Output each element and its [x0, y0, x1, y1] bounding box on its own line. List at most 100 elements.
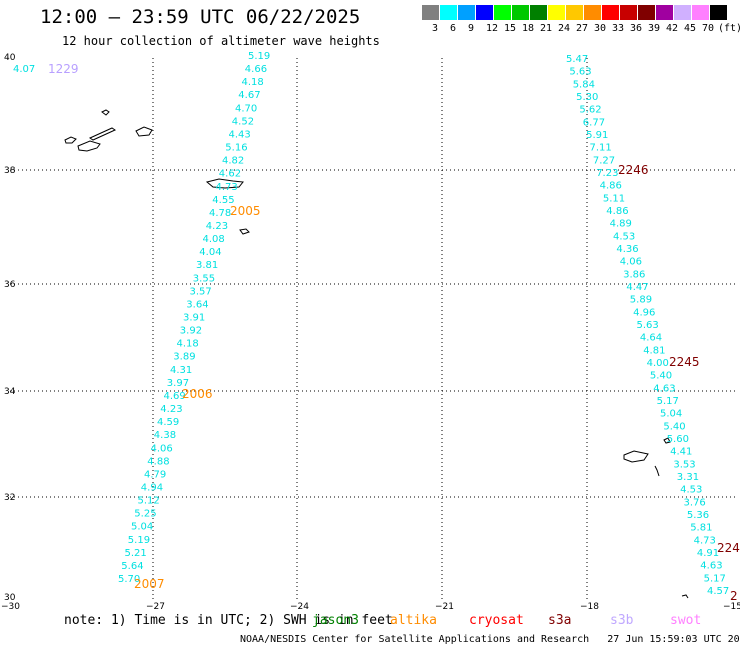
legend-swatch: [512, 5, 529, 20]
wave-height-label: 5.84: [573, 79, 595, 90]
legend-swatch: [692, 5, 709, 20]
legend-swatch: [710, 5, 727, 20]
wave-height-label: 5.89: [630, 295, 652, 306]
wave-height-label: 4.47: [626, 282, 648, 293]
wave-height-label: 5.04: [131, 522, 153, 533]
wave-height-label: 5.91: [586, 130, 608, 141]
lat-label-38: 38: [4, 166, 16, 176]
wave-height-label: 4.69: [164, 391, 186, 402]
wave-height-label: 5.19: [248, 51, 270, 62]
wave-height-label: 4.23: [206, 221, 228, 232]
lon-label-21: −21: [435, 602, 454, 612]
wave-height-label: 4.53: [680, 485, 702, 496]
legend-label: 39: [648, 23, 661, 34]
annotation-time-2: 2: [730, 589, 738, 603]
wave-height-label: 5.40: [650, 371, 672, 382]
legend-swatch: [548, 5, 565, 20]
wave-height-label: 4.36: [616, 244, 638, 255]
legend-swatch: [476, 5, 493, 20]
wave-height-label: 3.97: [167, 378, 189, 389]
island-gran-canaria: [663, 437, 671, 444]
wave-height-label: 4.52: [232, 116, 254, 127]
wave-height-label: 5.36: [687, 510, 709, 521]
lon-label-24: −24: [290, 602, 309, 612]
wave-height-label: 4.66: [245, 64, 267, 75]
page-subtitle: 12 hour collection of altimeter wave hei…: [62, 34, 380, 48]
wave-height-label: 5.25: [134, 509, 156, 520]
wave-height-label: 4.67: [238, 90, 260, 101]
legend-label: 18: [522, 23, 535, 34]
legend-swatch: [422, 5, 439, 20]
wave-height-label: 5.47: [566, 54, 588, 65]
wave-height-label: 4.53: [613, 231, 635, 242]
wave-height-label: 4.88: [147, 456, 169, 467]
wave-height-label: 4.23: [160, 404, 182, 415]
lat-label-32: 32: [4, 493, 15, 503]
wave-height-label: 7.11: [590, 143, 612, 154]
footer-note: note: 1) Time is in UTC; 2) SWH is in fe…: [64, 613, 393, 628]
lat-label-34: 34: [4, 387, 16, 397]
wave-height-label: 3.81: [196, 260, 218, 271]
island-tenerife: [623, 450, 649, 463]
wave-height-label: 4.18: [177, 339, 199, 350]
legend-swatch: [602, 5, 619, 20]
wave-height-label: 5.40: [663, 421, 685, 432]
wave-height-label: 3.64: [186, 299, 208, 310]
wave-height-label: 4.63: [700, 561, 722, 572]
wave-height-label: 5.21: [125, 548, 147, 559]
legend-swatch: [674, 5, 691, 20]
wave-height-label: 5.11: [603, 193, 625, 204]
wave-height-label: 4.64: [640, 333, 662, 344]
legend-label: 33: [612, 23, 625, 34]
wave-height-label: 4.43: [229, 129, 251, 140]
wave-height-label: 5.62: [579, 105, 601, 116]
island-faial: [64, 136, 77, 144]
wave-height-label: 4.89: [610, 219, 632, 230]
lat-label-30: 30: [4, 593, 16, 603]
wave-height-label: 4.91: [697, 548, 719, 559]
legend-label: 15: [504, 23, 517, 34]
wave-height-label: 4.86: [606, 206, 628, 217]
wave-height-label: 4.78: [209, 208, 231, 219]
annotation-time-2006: 2006: [182, 387, 213, 401]
legend-unit: (ft): [718, 23, 740, 34]
wave-height-label: 4.59: [157, 417, 179, 428]
lat-label-36: 36: [4, 280, 16, 290]
wave-height-label: 7.23: [596, 168, 618, 179]
island-pico: [77, 140, 101, 152]
credit-line: NOAA/NESDIS Center for Satellite Applica…: [240, 634, 740, 645]
wave-height-label: 5.17: [657, 396, 679, 407]
wave-height-label: 4.08: [203, 234, 225, 245]
legend-label: 9: [468, 23, 475, 34]
legend-label: 6: [450, 23, 457, 34]
island-terceira: [135, 126, 153, 137]
legend-label: 30: [594, 23, 607, 34]
wave-height-label: 3.86: [623, 269, 645, 280]
legend-swatch: [494, 5, 511, 20]
lat-label-40: 40: [4, 53, 16, 63]
wave-height-label: 5.60: [667, 434, 689, 445]
island-sao-miguel: [205, 178, 244, 189]
island-santa-maria: [239, 228, 250, 235]
page-title: 12:00 – 23:59 UTC 06/22/2025: [40, 6, 361, 28]
wave-height-label: 6.77: [583, 117, 605, 128]
wave-height-label: 3.55: [193, 273, 215, 284]
wave-height-label: 4.62: [219, 169, 241, 180]
annotation-time-224: 224: [717, 541, 740, 555]
wave-height-label: 3.31: [677, 472, 699, 483]
wave-height-label: 4.70: [235, 103, 257, 114]
wave-height-label: 7.27: [593, 155, 615, 166]
satellite-label-cryosat: cryosat: [469, 613, 524, 628]
wave-height-label: 4.06: [620, 257, 642, 268]
wave-height-label: 5.64: [121, 561, 143, 572]
island-la-gomera: [654, 465, 660, 477]
annotation-time-2007: 2007: [134, 577, 165, 591]
lon-label-30: −30: [1, 602, 20, 612]
wave-height-label: 4.18: [242, 77, 264, 88]
wave-height-label: 3.91: [183, 313, 205, 324]
satellite-label-s3b: s3b: [610, 613, 634, 628]
legend-label: 45: [684, 23, 697, 34]
wave-height-label: 5.04: [660, 409, 682, 420]
legend-label: 42: [666, 23, 679, 34]
